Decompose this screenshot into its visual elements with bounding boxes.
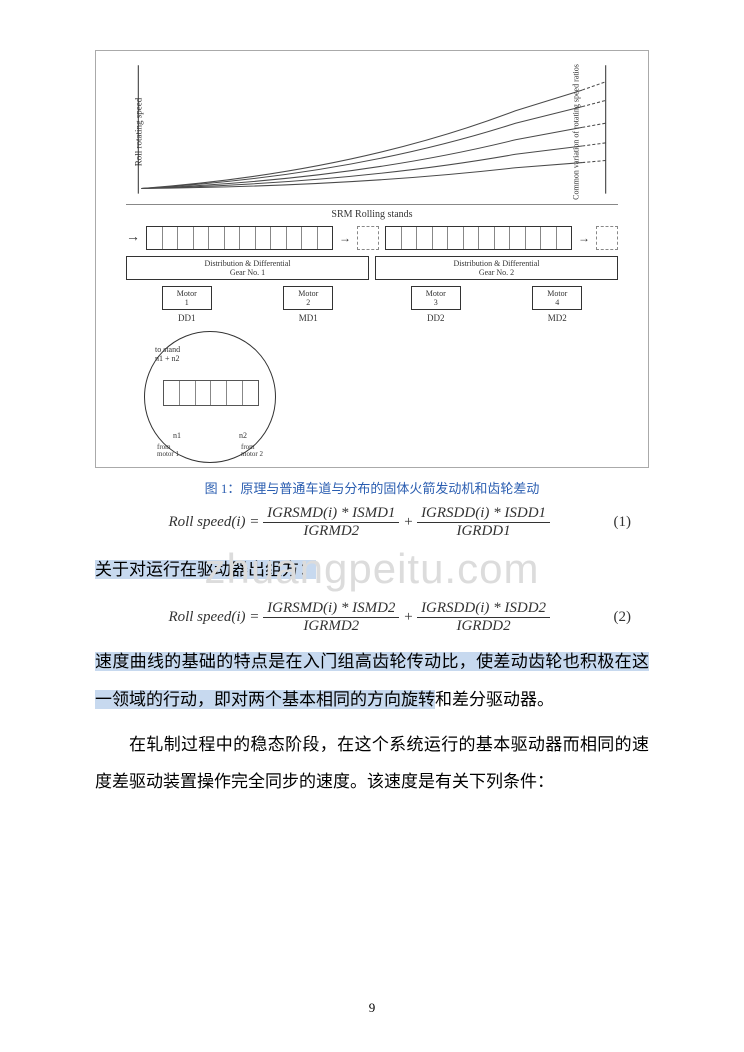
paragraph-2: 在轧制过程中的稳态阶段，在这个系统运行的基本驱动器而相同的速度差驱动装置操作完全… <box>95 726 649 801</box>
stand-dashed-1 <box>357 226 379 250</box>
figure-1: Roll rotating speed Common variation of … <box>95 50 649 468</box>
eq2-plus: + <box>403 609 417 625</box>
equation-2: Roll speed(i) = IGRSMD(i) * ISMD2 IGRMD2… <box>105 600 639 635</box>
eq1-lhs: Roll speed(i) = <box>168 514 259 530</box>
speed-chart: Roll rotating speed Common variation of … <box>126 59 618 205</box>
eq1-frac2-den: IGRDD1 <box>417 523 550 540</box>
motor-label-md1: MD1 <box>283 313 333 323</box>
eq1-plus: + <box>403 514 417 530</box>
detail-from-motor2: from motor 2 <box>241 444 263 458</box>
arrow-out-icon: → <box>578 231 590 246</box>
motor-row: Motor 1 DD1 Motor 2 MD1 Motor 3 DD2 Moto… <box>126 286 618 323</box>
motor-label-md2: MD2 <box>532 313 582 323</box>
detail-from-motor1: from motor 1 <box>157 444 179 458</box>
arrow-mid-icon: → <box>339 231 351 246</box>
eq1-frac2-num: IGRSDD(i) * ISDD1 <box>417 505 550 523</box>
equation-1: Roll speed(i) = IGRSMD(i) * ISMD1 IGRMD2… <box>105 505 639 540</box>
gearbox-1: Distribution & Differential Gear No. 1 <box>126 256 369 280</box>
chart-xlabel: SRM Rolling stands <box>96 209 648 220</box>
chart-ylabel-right: Common variation of rotating speed ratio… <box>572 64 581 200</box>
gearbox-2: Distribution & Differential Gear No. 2 <box>375 256 618 280</box>
gearbox-row: Distribution & Differential Gear No. 1 D… <box>126 256 618 280</box>
eq1-number: (1) <box>614 514 640 531</box>
eq1-frac1-num: IGRSMD(i) * ISMD1 <box>263 505 399 523</box>
stand-group-2 <box>385 226 572 250</box>
motor-4: Motor 4 <box>532 286 582 310</box>
motor-1: Motor 1 <box>162 286 212 310</box>
eq2-frac1-den: IGRMD2 <box>263 618 399 635</box>
rolling-stands-row: → → → <box>126 226 618 250</box>
arrow-in-icon: → <box>126 230 140 246</box>
eq1-frac1-den: IGRMD2 <box>263 523 399 540</box>
motor-2: Motor 2 <box>283 286 333 310</box>
paragraph-1: 速度曲线的基础的特点是在入门组高齿轮传动比，使差动齿轮也积极在这一领域的行动，即… <box>95 643 649 718</box>
eq2-lhs: Roll speed(i) = <box>168 609 259 625</box>
watermark-text: zhuangpeitu.com <box>205 545 540 593</box>
eq2-number: (2) <box>614 609 640 626</box>
detail-n1: n1 <box>173 431 181 440</box>
figure-1-caption: 图 1：原理与普通车道与分布的固体火箭发动机和齿轮差动 <box>95 478 649 497</box>
motor-label-dd2: DD2 <box>411 313 461 323</box>
para1-hl1: 速度曲线的基础的特点是在入门组高齿轮传动比，使 <box>95 652 493 671</box>
para1-rest: 和差分驱动器。 <box>435 690 554 709</box>
motor-3: Motor 3 <box>411 286 461 310</box>
eq2-frac2-num: IGRSDD(i) * ISDD2 <box>417 600 550 618</box>
detail-label-top: to stand n1 + n2 <box>155 346 180 364</box>
motor-label-dd1: DD1 <box>162 313 212 323</box>
detail-mechanism <box>163 380 259 406</box>
chart-ylabel-left: Roll rotating speed <box>133 97 143 166</box>
page-number: 9 <box>369 1000 376 1016</box>
eq2-frac2-den: IGRDD2 <box>417 618 550 635</box>
chart-svg <box>126 59 618 204</box>
eq2-frac1-num: IGRSMD(i) * ISMD2 <box>263 600 399 618</box>
stand-dashed-2 <box>596 226 618 250</box>
detail-n2: n2 <box>239 431 247 440</box>
page-container: Roll rotating speed Common variation of … <box>0 0 744 849</box>
gear-detail-circle: to stand n1 + n2 n1 n2 from motor 1 from… <box>144 331 274 461</box>
stand-group-1 <box>146 226 333 250</box>
